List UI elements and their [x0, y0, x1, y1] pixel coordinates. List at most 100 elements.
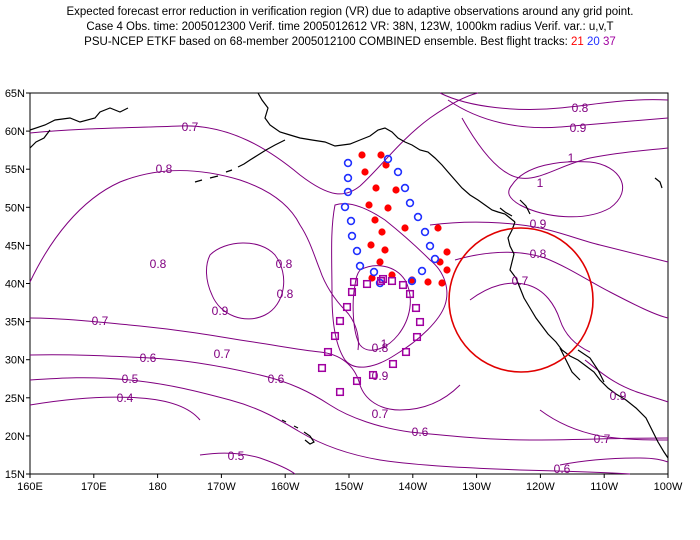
track-21-marker [381, 246, 389, 254]
coast-alaska [257, 92, 516, 223]
track-37-marker [378, 274, 388, 284]
lat-tick-label: 50N [5, 202, 25, 214]
contour-label: 1 [381, 337, 388, 351]
track-37-marker [323, 347, 333, 357]
track-21-marker [384, 204, 392, 212]
lat-tick-label: 35N [5, 317, 25, 329]
contour-label: 1 [568, 151, 575, 165]
track-21-marker [368, 274, 376, 282]
track-37-marker [368, 370, 378, 380]
lon-tick-label: 140W [398, 481, 427, 493]
lon-tick-label: 110W [590, 481, 619, 493]
track-21-marker [434, 224, 442, 232]
track-20-marker [420, 227, 430, 237]
lon-tick-label: 160W [271, 481, 300, 493]
lat-tick-label: 20N [5, 431, 25, 443]
contour-0.5-south [199, 452, 296, 475]
track-20-marker [346, 216, 356, 226]
contour-label: 0.8 [277, 287, 294, 301]
contour-label: 0.9 [610, 389, 627, 403]
coast-aleutians [194, 139, 286, 183]
track-21-marker [401, 224, 409, 232]
track-20-label: 20 [587, 36, 600, 48]
map-title-line3: PSU-NCEP ETKF based on 68-member 2005012… [0, 35, 700, 49]
contour-1-central [352, 265, 411, 351]
track-20-marker [425, 241, 435, 251]
track-37-marker [349, 277, 359, 287]
coast-canada-islands [499, 199, 531, 217]
map-title-line3-text: PSU-NCEP ETKF based on 68-member 2005012… [84, 36, 572, 48]
track-20-marker [343, 158, 353, 168]
contour-0.7-east [469, 282, 591, 353]
track-20-marker [393, 167, 403, 177]
track-21-marker [378, 228, 386, 236]
contour-label: 0.6 [412, 425, 429, 439]
track-21-marker [361, 168, 369, 176]
track-20-marker [405, 198, 415, 208]
track-37-marker [335, 387, 345, 397]
contour-0.9-central [331, 203, 448, 368]
contour-label: 0.8 [276, 257, 293, 271]
contour-label: 1 [537, 176, 544, 190]
contour-label: 0.6 [554, 462, 571, 476]
track-20-marker [355, 261, 365, 271]
track-21-marker [388, 271, 396, 279]
contour-label: 0.8 [372, 341, 389, 355]
track-21-marker [372, 184, 380, 192]
contour-label: 0.8 [530, 247, 547, 261]
coast-hawaii [281, 419, 315, 445]
track-37-marker [405, 289, 415, 299]
contour-label: 0.7 [92, 314, 109, 328]
track-21-marker [438, 279, 446, 287]
track-37-marker [387, 276, 397, 286]
contour-0.8-top [439, 92, 669, 110]
track-21-marker [367, 241, 375, 249]
contour-label: 0.7 [182, 120, 199, 134]
lon-tick-label: 150W [335, 481, 364, 493]
track-20-marker [352, 246, 362, 256]
lon-tick-label: 120W [526, 481, 555, 493]
track-21-marker [443, 266, 451, 274]
coast-baja [559, 347, 581, 381]
lat-tick-label: 40N [5, 279, 25, 291]
track-37-marker [412, 332, 422, 342]
track-21-marker [365, 201, 373, 209]
track-37-label: 37 [603, 36, 616, 48]
lat-tick-label: 45N [5, 240, 25, 252]
track-21-marker [424, 278, 432, 286]
lon-tick-label: 160E [17, 481, 43, 493]
contour-label: 0.7 [512, 274, 529, 288]
coastlines [29, 92, 669, 459]
map-title-line1: Expected forecast error reduction in ver… [66, 6, 634, 18]
lat-tick-label: 65N [5, 88, 25, 100]
lon-tick-label: 170E [81, 481, 107, 493]
contour-0.6-mid [29, 354, 669, 441]
contour-label: 0.8 [156, 162, 173, 176]
contour-0.7-mid [29, 317, 461, 411]
track-20-marker [383, 154, 393, 164]
coast-siberia [29, 129, 51, 149]
contour-label: 0.6 [140, 351, 157, 365]
contour-0.7-southeast [539, 409, 669, 441]
track-37-marker [347, 287, 357, 297]
map-title-line2: Case 4 Obs. time: 2005012300 Verif. time… [86, 21, 614, 33]
contour-label: 0.8 [572, 101, 589, 115]
track-20-marker [343, 187, 353, 197]
track-21-label: 21 [571, 36, 584, 48]
track-20-marker [407, 276, 417, 286]
track-20-marker [400, 183, 410, 193]
lat-tick-label: 60N [5, 126, 25, 138]
track-21-marker [392, 186, 400, 194]
contour-0.8-inner [206, 242, 285, 320]
track-20-marker [340, 202, 350, 212]
contour-0.8-west [29, 170, 359, 351]
contour-0.5-mid [29, 377, 631, 475]
track-21-marker [443, 248, 451, 256]
track-37-marker [317, 363, 327, 373]
track-21-marker [382, 161, 390, 169]
track-21-marker [358, 151, 366, 159]
lat-tick-label: 15N [5, 469, 25, 481]
contour-label: 0.9 [212, 304, 229, 318]
contour-label: 0.9 [570, 121, 587, 135]
track-21-marker [371, 216, 379, 224]
